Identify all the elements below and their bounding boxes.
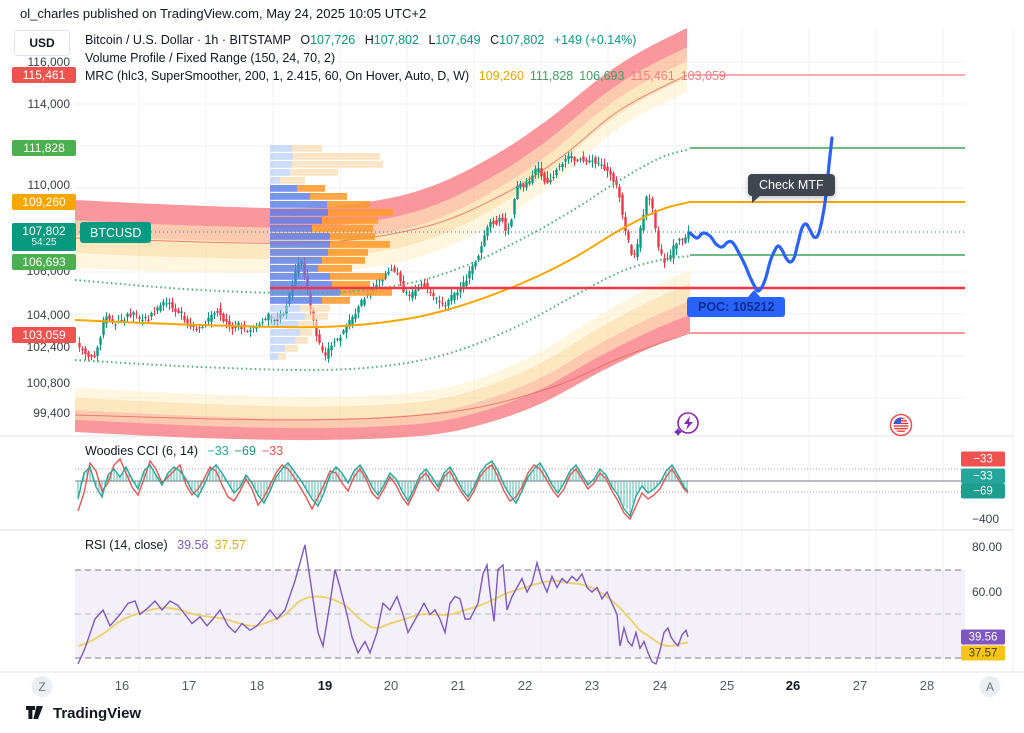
brand-name: TradingView	[53, 704, 142, 722]
mrc-value-2: 106,693	[579, 69, 625, 83]
oscillator-badge-39.56: 39.56	[961, 629, 1005, 645]
open-value: 107,726	[310, 33, 356, 47]
current-price-badge: 107,802 54:25	[12, 223, 76, 251]
time-label-Z[interactable]: Z	[31, 676, 53, 697]
mrc-value-3: 115,461	[630, 69, 675, 83]
volume-profile	[270, 145, 393, 360]
mrc-mean-line	[74, 201, 691, 329]
legend: Bitcoin / U.S. Dollar · 1h · BITSTAMP O1…	[85, 31, 726, 85]
cci-values: −33 −69 −33	[202, 444, 284, 458]
cci-value-0: −33	[207, 444, 229, 458]
time-label-22: 22	[517, 678, 533, 693]
price-level-badge-103,059: 103,059	[12, 327, 76, 343]
rsi-value-1: 37.57	[214, 538, 246, 552]
time-label-20: 20	[383, 678, 399, 693]
oscillator-axis-label-−400: −400	[972, 512, 1000, 526]
oscillator-axis-label-80.00: 80.00	[972, 540, 1003, 554]
published-line: ol_charles published on TradingView.com,…	[20, 6, 427, 21]
time-label-16: 16	[114, 678, 130, 693]
flash-icon[interactable]	[674, 412, 699, 436]
cci-pane	[75, 457, 965, 521]
time-label-17: 17	[181, 678, 197, 693]
price-level-badge-106,693: 106,693	[12, 254, 76, 270]
oscillator-badge-−33: −33	[961, 468, 1005, 484]
mrc-value-4: 103,059	[680, 69, 726, 83]
price-label-102,400: 102,400	[26, 340, 70, 354]
poc-badge: POC: 105212	[687, 290, 786, 317]
time-label-23: 23	[584, 678, 600, 693]
mrc-title: MRC (hlc3, SuperSmoother, 200, 1, 2.415,…	[85, 69, 470, 83]
mrc-value-0: 109,260	[478, 69, 524, 83]
time-label-26: 26	[785, 678, 801, 693]
cci-value-1: −69	[234, 444, 256, 458]
us-flag-icon[interactable]	[889, 413, 913, 437]
rsi-legend[interactable]: RSI (14, close) 39.56 37.57	[85, 538, 246, 552]
legend-symbol-row[interactable]: Bitcoin / U.S. Dollar · 1h · BITSTAMP O1…	[85, 33, 637, 47]
close-value: 107,802	[499, 33, 545, 47]
price-label-116,000: 116,000	[27, 55, 71, 69]
rsi-values: 39.56 37.57	[171, 538, 246, 552]
time-label-27: 27	[852, 678, 868, 693]
price-label-110,000: 110,000	[27, 178, 71, 192]
tradingview-brand[interactable]: TradingView	[26, 704, 141, 722]
rsi-pane	[75, 544, 965, 666]
currency-button[interactable]: USD	[14, 30, 70, 56]
legend-mrc-row[interactable]: MRC (hlc3, SuperSmoother, 200, 1, 2.415,…	[85, 67, 726, 85]
time-label-21: 21	[450, 678, 466, 693]
price-label-99,400: 99,400	[33, 406, 70, 420]
symbol-tag: BTCUSD	[80, 222, 152, 243]
tradingview-logo-icon	[26, 706, 43, 719]
time-label-A[interactable]: A	[979, 676, 1001, 697]
cci-value-2: −33	[261, 444, 284, 458]
change-value: +149 (+0.14%)	[553, 33, 637, 47]
rsi-value-0: 39.56	[177, 538, 209, 552]
price-label-100,800: 100,800	[26, 376, 70, 390]
price-level-badge-115,461: 115,461	[12, 67, 76, 83]
time-label-24: 24	[652, 678, 668, 693]
legend-volume-profile-row[interactable]: Volume Profile / Fixed Range (150, 24, 7…	[85, 51, 336, 65]
mrc-lower-band	[75, 270, 690, 441]
time-label-19: 19	[317, 678, 333, 693]
check-mtf-tooltip: Check MTF	[748, 174, 835, 203]
mrc-lower-mid-line	[74, 332, 691, 421]
symbol-title: Bitcoin / U.S. Dollar · 1h · BITSTAMP	[85, 33, 291, 47]
current-price: 107,802	[22, 224, 66, 238]
high-value: 107,802	[373, 33, 419, 47]
cci-legend[interactable]: Woodies CCI (6, 14) −33 −69 −33	[85, 444, 284, 458]
low-value: 107,649	[435, 33, 481, 47]
price-label-114,000: 114,000	[27, 97, 71, 111]
time-label-18: 18	[249, 678, 265, 693]
mrc-values: 109,260 111,828 106,693 115,461 103,059	[473, 69, 726, 83]
projection-path[interactable]	[688, 136, 834, 293]
price-level-badge-111,828: 111,828	[12, 140, 76, 156]
time-label-28: 28	[919, 678, 935, 693]
oscillator-badge-−33: −33	[961, 451, 1005, 467]
oscillator-badge-−69: −69	[961, 483, 1005, 499]
price-level-badge-109,260: 109,260	[12, 194, 76, 210]
mrc-value-1: 111,828	[529, 69, 574, 83]
time-label-25: 25	[719, 678, 735, 693]
oscillator-axis-label-60.00: 60.00	[972, 585, 1003, 599]
price-label-104,000: 104,000	[26, 308, 70, 322]
oscillator-badge-37.57: 37.57	[961, 645, 1005, 661]
bar-countdown: 54:25	[31, 237, 57, 248]
